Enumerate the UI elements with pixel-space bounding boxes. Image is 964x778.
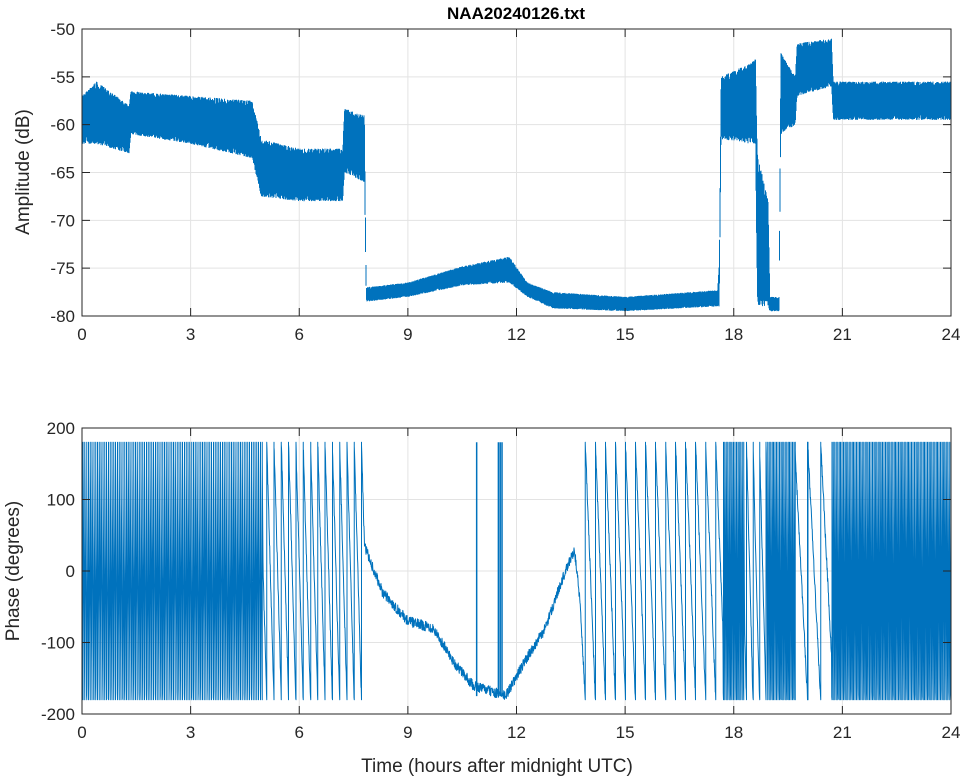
y-tick-label: 0: [66, 562, 75, 581]
x-tick-label: 6: [295, 325, 304, 344]
y-tick-label: -60: [50, 116, 75, 135]
y-tick-label: -55: [50, 68, 75, 87]
amplitude-y-label: Amplitude (dB): [13, 109, 34, 235]
x-tick-label: 18: [724, 723, 743, 742]
x-tick-label: 3: [186, 325, 195, 344]
y-tick-label: 200: [47, 419, 75, 438]
tick-marks: [81, 28, 952, 317]
x-tick-label: 21: [833, 723, 852, 742]
x-tick-label: 0: [77, 723, 86, 742]
chart-title: NAA20240126.txt: [447, 4, 585, 23]
x-tick-label: 24: [942, 723, 961, 742]
y-tick-label: -80: [50, 307, 75, 326]
x-tick-label: 3: [186, 723, 195, 742]
x-tick-label: 21: [833, 325, 852, 344]
x-tick-label: 6: [295, 723, 304, 742]
x-tick-label: 0: [77, 325, 86, 344]
y-tick-label: -100: [41, 634, 75, 653]
phase-axes: 0 3 6 9 12 15 18 21 24 200 100 0 -100 -200: [41, 419, 960, 742]
y-tick-label: -75: [50, 259, 75, 278]
x-tick-label: 12: [507, 325, 526, 344]
phase-y-label: Phase (degrees): [3, 501, 24, 641]
y-tick-label: -70: [50, 211, 75, 230]
tick-marks: [81, 427, 952, 715]
x-tick-label: 15: [616, 723, 635, 742]
x-tick-label: 9: [403, 325, 412, 344]
x-tick-label: 9: [403, 723, 412, 742]
amplitude-axes: 0 3 6 9 12 15 18 21 24 -50 -55 -60 -65 -70 -75 -80: [50, 20, 960, 344]
x-tick-label: 18: [724, 325, 743, 344]
x-tick-label: 24: [942, 325, 961, 344]
y-tick-label: -50: [50, 20, 75, 39]
y-tick-label: -200: [41, 705, 75, 724]
x-tick-label: 12: [507, 723, 526, 742]
y-tick-label: 100: [47, 491, 75, 510]
phase-trace: [81, 441, 952, 701]
x-axis-label: Time (hours after midnight UTC): [361, 756, 633, 777]
y-tick-label: -65: [50, 164, 75, 183]
x-tick-label: 15: [616, 325, 635, 344]
